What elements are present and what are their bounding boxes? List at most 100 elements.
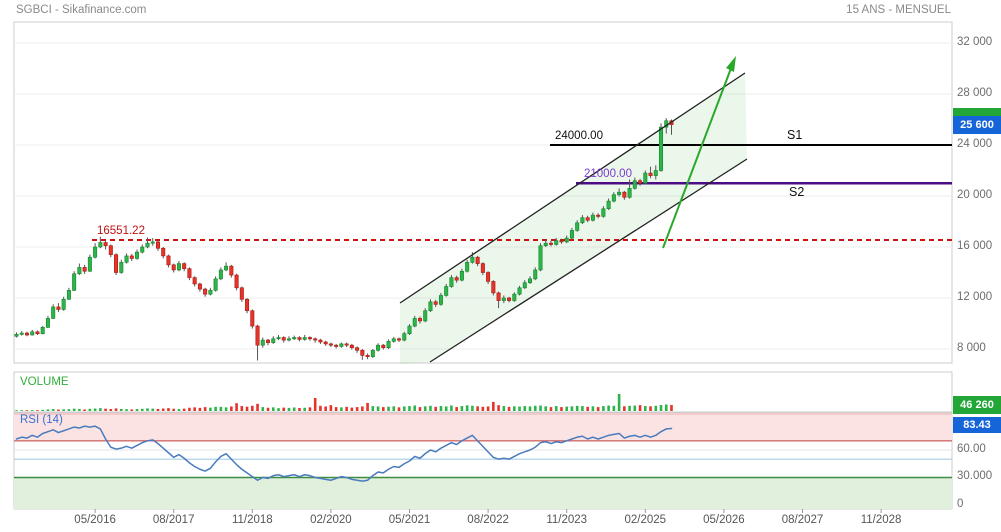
volume-bar [135, 409, 139, 411]
volume-bar [324, 406, 327, 411]
volume-bar [99, 408, 102, 411]
volume-bar [565, 406, 568, 411]
candle-body [24, 332, 29, 336]
volume-bar [30, 410, 34, 411]
volume-bar [15, 410, 18, 411]
volume-bar [361, 406, 364, 411]
volume-bar [20, 410, 24, 411]
volume-bar [570, 406, 574, 411]
candle-body [632, 180, 637, 189]
candle-body [564, 237, 569, 243]
candle-body [302, 337, 307, 340]
candle-body [281, 337, 286, 341]
volume-bar [654, 405, 658, 411]
volume-bar [581, 406, 584, 411]
volume-bar [575, 405, 579, 411]
candle-body [617, 191, 622, 196]
volume-bar [251, 405, 254, 411]
candle-body [433, 301, 438, 305]
volume-bar [282, 407, 286, 411]
volume-bar [57, 409, 60, 411]
volume-bar [340, 407, 343, 411]
volume-bar [434, 406, 437, 411]
rsi-overbought-band [14, 413, 952, 441]
candle-body [245, 298, 250, 312]
volume-bar [544, 406, 548, 411]
volume-bar [198, 407, 202, 411]
resistance-level-label: 16551.22 [97, 225, 145, 237]
main-pane [13, 21, 953, 364]
candle-body [82, 267, 87, 272]
volume-bar [423, 406, 427, 411]
candle-body [543, 242, 548, 247]
candle-body [260, 339, 265, 346]
volume-bar [471, 405, 474, 411]
candle-body [213, 278, 218, 291]
candle-body [365, 355, 370, 357]
time-axis-label: 08/2022 [467, 514, 509, 526]
volume-bar [602, 406, 605, 411]
volume-bar [345, 406, 348, 411]
candle-body [580, 217, 585, 224]
candle-body [166, 255, 171, 266]
volume-bar [235, 403, 238, 411]
candle-body [559, 240, 564, 243]
volume-bar [507, 406, 511, 411]
volume-bar [329, 405, 333, 411]
candle-body [224, 265, 229, 271]
candle-body [328, 343, 333, 346]
candle-body [119, 261, 124, 273]
volume-bar [114, 408, 118, 411]
rsi-axis-label: 30.000 [957, 470, 993, 483]
candle-body [271, 338, 276, 343]
volume-bar [67, 409, 71, 411]
candle-body [648, 172, 653, 176]
volume-bar [72, 408, 76, 411]
candle-body [313, 338, 318, 341]
candle-body [145, 242, 150, 248]
volume-bar [120, 408, 123, 411]
volume-bar [287, 407, 291, 411]
candle-body [459, 270, 464, 281]
volume-bar [371, 406, 375, 411]
current-price-badge: 25 600 [953, 116, 1001, 134]
volume-bar [25, 410, 29, 411]
candle-body [140, 246, 145, 253]
volume-bar [591, 406, 595, 411]
candle-body [129, 255, 134, 259]
rsi-axis-label: 60.00 [957, 442, 986, 455]
volume-bar [245, 406, 249, 411]
candle-body [517, 287, 522, 295]
candle-body [533, 269, 538, 280]
time-axis-label: 02/2025 [624, 514, 667, 526]
volume-bar [271, 407, 275, 411]
candle-body [56, 306, 61, 310]
volume-bar [261, 407, 265, 411]
candle-body [355, 347, 360, 351]
volume-bar [633, 405, 637, 411]
volume-bar [182, 408, 186, 411]
candle-body [318, 339, 323, 343]
candle-body [449, 277, 454, 287]
volume-bar [455, 407, 458, 411]
rsi-axis-label: 0 [957, 498, 964, 510]
volume-bar [612, 405, 616, 411]
candle-body [475, 256, 480, 264]
candle-body [286, 338, 291, 341]
volume-bar [51, 409, 55, 411]
candle-body [93, 246, 98, 258]
candle-body [250, 310, 255, 327]
candle-body [45, 318, 50, 328]
volume-bar [177, 409, 181, 411]
candle-body [155, 241, 160, 249]
projection-arrow-head [726, 56, 736, 72]
candle-body [659, 126, 664, 171]
candle-body [171, 264, 176, 271]
candle-body [423, 310, 428, 322]
volume-bar [439, 406, 443, 411]
candle-body [124, 255, 129, 263]
candle-body [35, 331, 40, 335]
candle-body [428, 301, 433, 312]
candle-body [601, 208, 606, 217]
